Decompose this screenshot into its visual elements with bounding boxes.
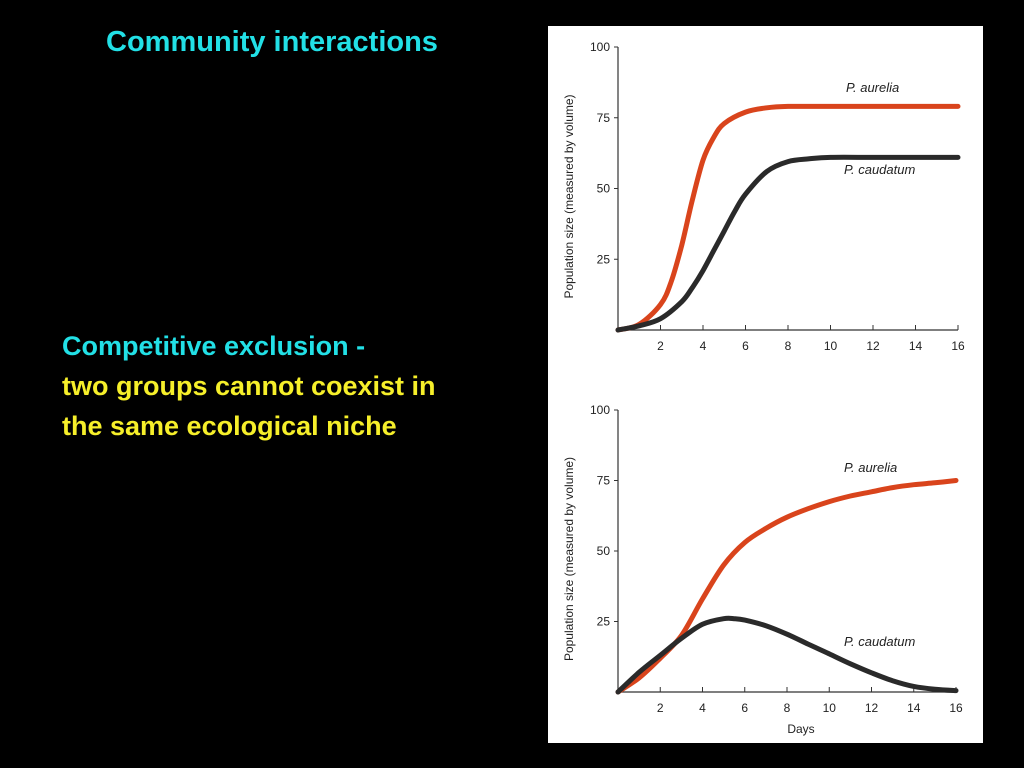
chart2-y-tick-label: 25 <box>597 615 611 629</box>
chart2-x-tick-label: 8 <box>784 701 791 715</box>
chart1-x-tick-label: 2 <box>657 339 664 353</box>
chart2-x-tick-label: 6 <box>741 701 748 715</box>
chart1-x-tick-label: 14 <box>909 339 923 353</box>
chart1-x-tick-label: 16 <box>951 339 965 353</box>
chart1-series-p-caudatum <box>615 154 961 333</box>
chart1-x-tick-label: 4 <box>700 339 707 353</box>
chart2-y-tick-label: 50 <box>597 544 611 558</box>
chart2-series-p-caudatum <box>615 615 959 695</box>
chart1-x-tick-label: 12 <box>866 339 880 353</box>
chart2-x-axis-label: Days <box>787 722 814 736</box>
definition-text: two groups cannot coexist in the same ec… <box>62 371 436 441</box>
chart1-y-tick-label: 100 <box>590 40 610 54</box>
chart1-y-tick-label: 75 <box>597 111 611 125</box>
chart2-x-tick-label: 16 <box>949 701 963 715</box>
chart1-x-tick-label: 6 <box>742 339 749 353</box>
body-text: Competitive exclusion - two groups canno… <box>62 326 482 446</box>
chart1-series-p-aurelia <box>615 103 961 333</box>
chart1-series-label-p-caudatum: P. caudatum <box>844 162 915 177</box>
chart2-x-tick-label: 10 <box>823 701 837 715</box>
term-text: Competitive exclusion - <box>62 331 366 361</box>
chart2-y-axis-label: Population size (measured by volume) <box>562 457 576 661</box>
chart2-x-tick-label: 12 <box>865 701 879 715</box>
chart1-y-tick-label: 25 <box>597 252 611 266</box>
chart1-x-tick-label: 8 <box>785 339 792 353</box>
charts-svg: 25 50 75 100 2 4 6 8 10 12 14 16 Population size (me… <box>562 40 965 736</box>
slide-title: Community interactions <box>106 26 438 58</box>
chart2-y-tick-label: 100 <box>590 403 610 417</box>
chart2-series-p-aurelia <box>615 478 959 695</box>
chart1-y-tick-label: 50 <box>597 182 611 196</box>
chart2-x-tick-label: 14 <box>907 701 921 715</box>
chart1-y-axis-label: Population size (measured by volume) <box>562 94 576 298</box>
chart2-x-tick-label: 2 <box>657 701 664 715</box>
figure-panel: 25 50 75 100 2 4 6 8 10 12 14 16 Population size (me… <box>548 26 983 743</box>
chart2-series-label-p-aurelia: P. aurelia <box>844 460 897 475</box>
chart2-series-label-p-caudatum: P. caudatum <box>844 634 915 649</box>
chart2-y-tick-label: 75 <box>597 474 611 488</box>
chart1-series-label-p-aurelia: P. aurelia <box>846 80 899 95</box>
chart2-x-tick-label: 4 <box>699 701 706 715</box>
chart1-x-tick-label: 10 <box>824 339 838 353</box>
